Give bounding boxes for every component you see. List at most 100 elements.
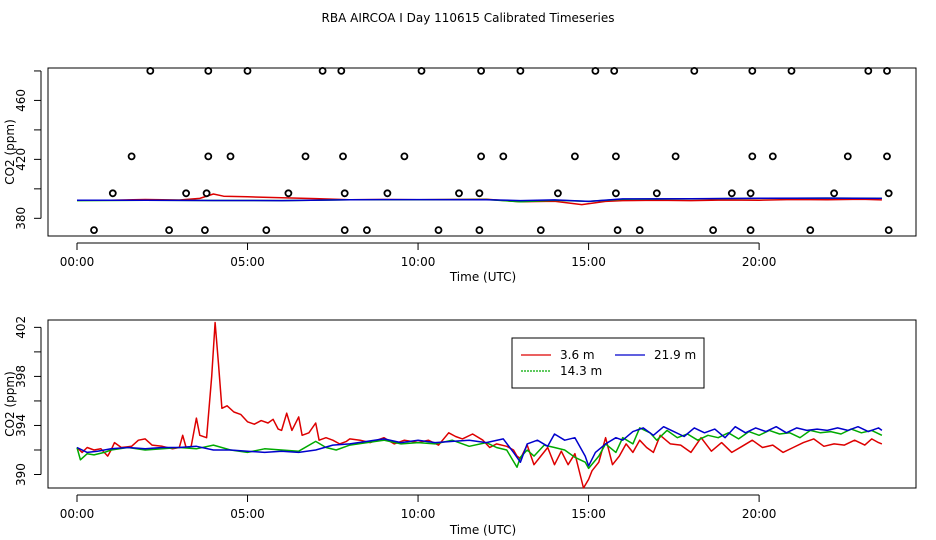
calibration-point bbox=[318, 67, 327, 75]
calibration-point bbox=[554, 189, 562, 198]
legend-box bbox=[511, 337, 705, 389]
top-x-tick-label: 05:00 bbox=[230, 255, 265, 269]
bottom-x-tick-label: 00:00 bbox=[60, 507, 95, 521]
calibration-point bbox=[591, 67, 600, 75]
legend: 3.6 m 21.9 m 14.3 m bbox=[511, 337, 705, 389]
bottom-panel: 00:00 05:00 10:00 15:00 20:00 390 394 398 402 T… bbox=[3, 316, 917, 537]
calibration-point bbox=[108, 189, 117, 198]
calibration-point bbox=[768, 152, 777, 161]
calibration-point bbox=[165, 226, 174, 235]
bottom-x-axis-label: Time (UTC) bbox=[449, 523, 516, 537]
top-y-tick-label: 460 bbox=[14, 89, 28, 112]
bottom-x-tick-label: 15:00 bbox=[571, 507, 606, 521]
calibration-point bbox=[883, 152, 891, 161]
bottom-y-tick-label: 398 bbox=[14, 365, 28, 388]
calibration-point bbox=[284, 189, 293, 198]
calibration-point bbox=[417, 67, 426, 75]
calibration-point bbox=[635, 226, 644, 235]
calibration-point bbox=[434, 226, 443, 235]
calibration-point bbox=[477, 67, 486, 75]
top-x-axis: 00:00 05:00 10:00 15:00 20:00 bbox=[60, 242, 777, 269]
calibration-point bbox=[883, 67, 891, 75]
calibration-point bbox=[475, 189, 484, 198]
bottom-x-axis: 00:00 05:00 10:00 15:00 20:00 bbox=[60, 494, 777, 521]
calibration-point bbox=[340, 189, 349, 198]
calibration-point bbox=[884, 189, 893, 198]
calibration-point bbox=[884, 226, 893, 235]
calibration-point bbox=[746, 189, 755, 198]
calibration-point bbox=[337, 67, 346, 75]
top-x-tick-label: 15:00 bbox=[571, 255, 606, 269]
calibration-point bbox=[612, 189, 620, 198]
calibration-point bbox=[690, 67, 699, 75]
calibration-point bbox=[400, 152, 409, 161]
bottom-series-group bbox=[76, 321, 883, 489]
top-plot-frame bbox=[47, 67, 917, 237]
top-y-tick-label: 380 bbox=[14, 207, 28, 230]
calibration-point bbox=[262, 226, 271, 235]
top-panel: 00:00 05:00 10:00 15:00 20:00 380 420 460 Time… bbox=[3, 67, 917, 284]
bottom-y-tick-label: 402 bbox=[14, 316, 28, 339]
bottom-x-tick-label: 20:00 bbox=[742, 507, 777, 521]
calibration-point bbox=[652, 189, 661, 198]
bottom-x-tick-label: 10:00 bbox=[401, 507, 436, 521]
calibration-point bbox=[477, 152, 486, 161]
calibration-point bbox=[727, 189, 736, 198]
calibration-point bbox=[362, 226, 371, 235]
top-x-axis-label: Time (UTC) bbox=[449, 270, 516, 284]
calibration-point bbox=[748, 67, 757, 75]
top-y-axis-label: CO2 (ppm) bbox=[3, 119, 17, 185]
calibration-point bbox=[536, 226, 545, 235]
legend-label-3-6m: 3.6 m bbox=[560, 348, 595, 362]
calibration-point bbox=[806, 226, 815, 235]
top-x-tick-label: 00:00 bbox=[60, 255, 95, 269]
calibration-point bbox=[340, 226, 349, 235]
calibration-point bbox=[671, 152, 680, 161]
calibration-point bbox=[243, 67, 252, 75]
calibration-point bbox=[301, 152, 310, 161]
calibration-point bbox=[612, 152, 620, 161]
bottom-series-line-14-3-m bbox=[76, 427, 883, 470]
calibration-point bbox=[146, 67, 155, 75]
bottom-y-tick-label: 390 bbox=[14, 463, 28, 486]
calibration-point bbox=[226, 152, 235, 161]
calibration-point bbox=[746, 226, 755, 235]
legend-label-21-9m: 21.9 m bbox=[654, 348, 696, 362]
bottom-series-line-3-6-m bbox=[76, 321, 883, 489]
top-y-tick-label: 420 bbox=[14, 148, 28, 171]
bottom-y-axis-label: CO2 (ppm) bbox=[3, 371, 17, 437]
bottom-x-tick-label: 05:00 bbox=[230, 507, 265, 521]
calibration-point bbox=[127, 152, 136, 161]
bottom-plot-frame bbox=[47, 319, 917, 489]
top-x-tick-label: 10:00 bbox=[401, 255, 436, 269]
calibration-point bbox=[383, 189, 392, 198]
calibration-point bbox=[202, 189, 211, 198]
top-y-axis: 380 420 460 bbox=[14, 70, 42, 230]
calibration-point bbox=[200, 226, 209, 235]
calibration-point bbox=[516, 67, 525, 75]
top-series-line-21-9-m bbox=[77, 197, 882, 203]
bottom-y-tick-label: 394 bbox=[14, 414, 28, 437]
calibration-point bbox=[182, 189, 191, 198]
calibration-point bbox=[499, 152, 508, 161]
calibration-point bbox=[748, 152, 757, 161]
calibration-point bbox=[613, 226, 622, 235]
bottom-series-line-21-9-m bbox=[76, 425, 883, 467]
calibration-point bbox=[475, 226, 484, 235]
calibration-point bbox=[571, 152, 579, 161]
calibration-point bbox=[455, 189, 463, 198]
calibration-point bbox=[864, 67, 873, 75]
calibration-point bbox=[90, 226, 98, 235]
calibration-point bbox=[204, 152, 213, 161]
calibration-point bbox=[204, 67, 213, 75]
calibration-point bbox=[830, 189, 838, 198]
figure-title: RBA AIRCOA I Day 110615 Calibrated Times… bbox=[322, 11, 615, 25]
legend-label-14-3m: 14.3 m bbox=[560, 364, 602, 378]
calibration-point bbox=[610, 67, 619, 75]
top-x-tick-label: 20:00 bbox=[742, 255, 777, 269]
calibration-point bbox=[787, 67, 796, 75]
top-calibration-points bbox=[90, 67, 893, 235]
calibration-point bbox=[339, 152, 347, 161]
calibration-point bbox=[709, 226, 717, 235]
